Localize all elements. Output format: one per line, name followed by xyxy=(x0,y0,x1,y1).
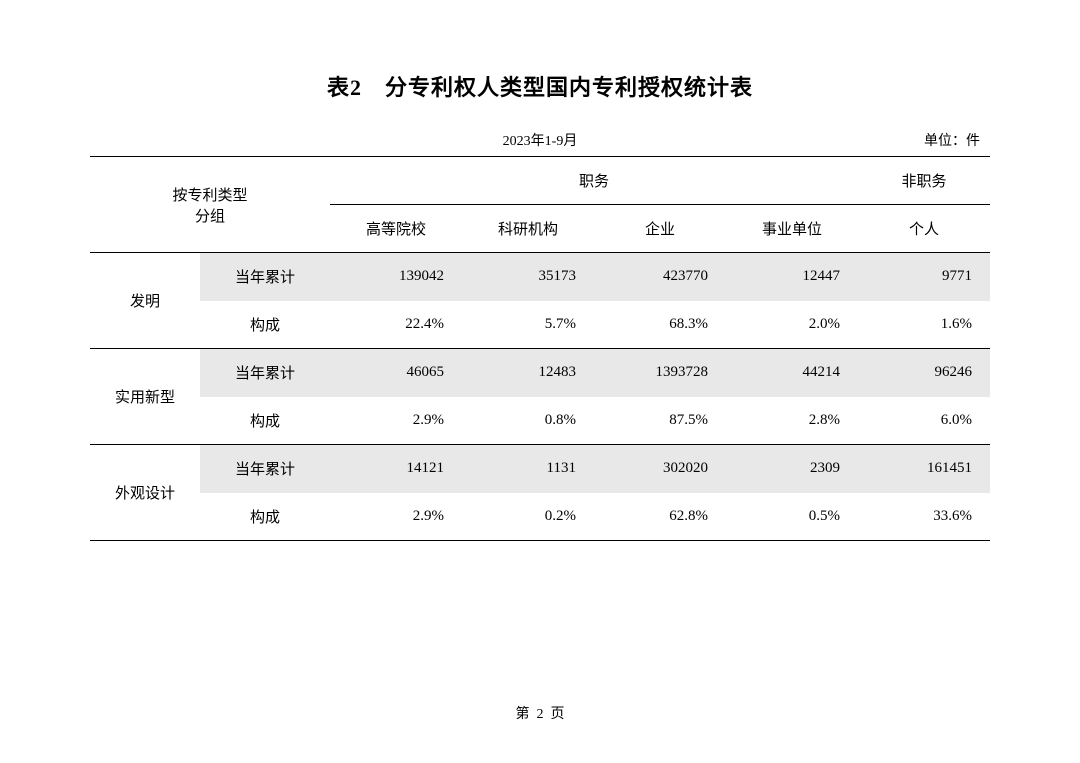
cat-0: 发明 xyxy=(90,253,200,349)
cell: 5.7% xyxy=(462,301,594,349)
cell: 12447 xyxy=(726,253,858,301)
cell: 96246 xyxy=(858,349,990,397)
cell: 2.9% xyxy=(330,493,462,541)
cell: 2.8% xyxy=(726,397,858,445)
header-groupby-line1: 按专利类型 xyxy=(90,184,330,205)
col-institution: 事业单位 xyxy=(726,205,858,253)
cell: 302020 xyxy=(594,445,726,493)
row-label-pct: 构成 xyxy=(200,397,330,445)
cat-2: 外观设计 xyxy=(90,445,200,541)
header-nonjob: 非职务 xyxy=(858,157,990,205)
col-univ: 高等院校 xyxy=(330,205,462,253)
col-enterprise: 企业 xyxy=(594,205,726,253)
cell: 2.0% xyxy=(726,301,858,349)
cell: 62.8% xyxy=(594,493,726,541)
row-label-ytd: 当年累计 xyxy=(200,349,330,397)
cell: 139042 xyxy=(330,253,462,301)
cell: 423770 xyxy=(594,253,726,301)
cell: 12483 xyxy=(462,349,594,397)
cell: 2.9% xyxy=(330,397,462,445)
cell: 46065 xyxy=(330,349,462,397)
row-label-pct: 构成 xyxy=(200,493,330,541)
row-label-ytd: 当年累计 xyxy=(200,445,330,493)
cell: 0.5% xyxy=(726,493,858,541)
cell: 87.5% xyxy=(594,397,726,445)
cell: 68.3% xyxy=(594,301,726,349)
cell: 2309 xyxy=(726,445,858,493)
page-footer: 第 2 页 xyxy=(0,703,1080,723)
table-title: 表2 分专利权人类型国内专利授权统计表 xyxy=(90,70,990,102)
header-groupby: 按专利类型 分组 xyxy=(90,157,330,253)
cell: 0.2% xyxy=(462,493,594,541)
cell: 1.6% xyxy=(858,301,990,349)
row-label-pct: 构成 xyxy=(200,301,330,349)
cell: 1131 xyxy=(462,445,594,493)
stats-table: 按专利类型 分组 职务 非职务 高等院校 科研机构 企业 事业单位 个人 发明 … xyxy=(90,156,990,541)
col-individual: 个人 xyxy=(858,205,990,253)
cell: 14121 xyxy=(330,445,462,493)
cell: 0.8% xyxy=(462,397,594,445)
cell: 22.4% xyxy=(330,301,462,349)
cell: 44214 xyxy=(726,349,858,397)
cat-1: 实用新型 xyxy=(90,349,200,445)
cell: 9771 xyxy=(858,253,990,301)
cell: 35173 xyxy=(462,253,594,301)
cell: 6.0% xyxy=(858,397,990,445)
cell: 1393728 xyxy=(594,349,726,397)
cell: 161451 xyxy=(858,445,990,493)
unit-label: 单位：件 xyxy=(924,130,980,150)
header-groupby-line2: 分组 xyxy=(90,205,330,226)
header-job: 职务 xyxy=(330,157,858,205)
row-label-ytd: 当年累计 xyxy=(200,253,330,301)
col-research: 科研机构 xyxy=(462,205,594,253)
cell: 33.6% xyxy=(858,493,990,541)
date-range: 2023年1-9月 xyxy=(503,130,578,150)
